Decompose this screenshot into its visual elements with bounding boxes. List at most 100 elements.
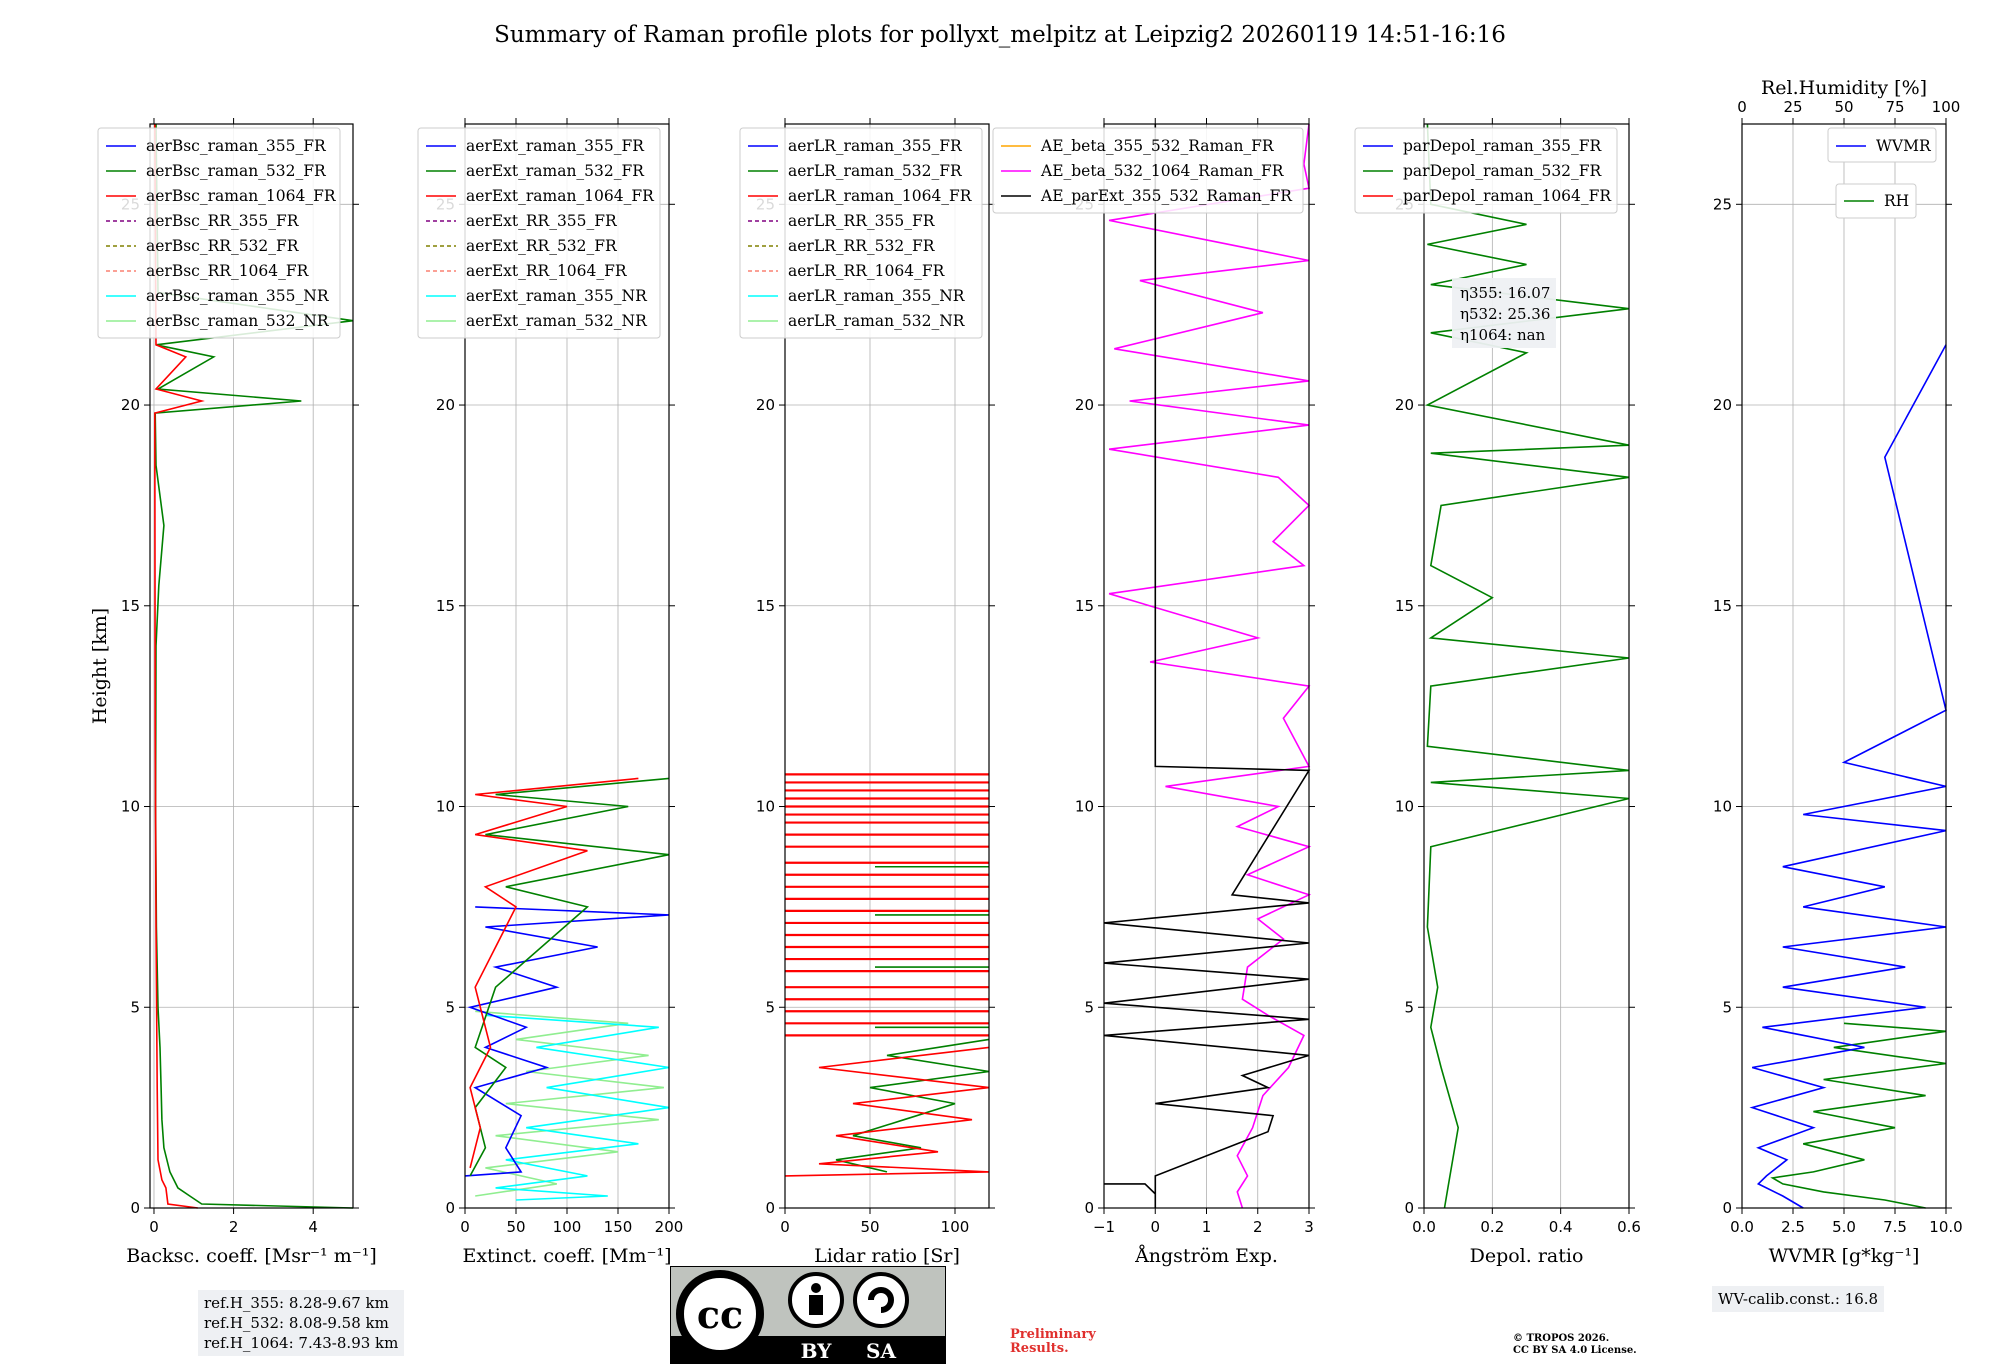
legend-entry-label: aerExt_raman_355_NR bbox=[466, 287, 648, 305]
legend-box bbox=[739, 127, 983, 339]
x-axis-label: Backsc. coeff. [Msr⁻¹ m⁻¹] bbox=[126, 1245, 377, 1267]
legend-box bbox=[1827, 127, 1937, 163]
y-tick-label: 10 bbox=[1075, 798, 1094, 816]
top-x-tick-label: 25 bbox=[1783, 98, 1802, 116]
legend-entry-label: aerExt_raman_532_NR bbox=[466, 312, 648, 330]
cc-by-label: BY bbox=[801, 1339, 833, 1363]
x-tick-label: 1 bbox=[1202, 1218, 1212, 1236]
x-tick-label: −1 bbox=[1093, 1218, 1115, 1236]
x-tick-label: 0.4 bbox=[1549, 1218, 1573, 1236]
y-tick-label: 15 bbox=[121, 597, 140, 615]
legend-entry-label: AE_parExt_355_532_Raman_FR bbox=[1040, 187, 1293, 205]
x-tick-label: 7.5 bbox=[1883, 1218, 1907, 1236]
y-tick-label: 10 bbox=[1395, 798, 1414, 816]
y-tick-label: 20 bbox=[436, 396, 455, 414]
legend-entry-label: aerLR_raman_532_NR bbox=[788, 312, 966, 330]
axes-frame bbox=[1423, 123, 1630, 1209]
legend-entry-label: parDepol_raman_355_FR bbox=[1403, 137, 1603, 155]
y-tick-label: 5 bbox=[765, 998, 775, 1016]
x-tick-label: 100 bbox=[553, 1218, 582, 1236]
eta-annotation: η532: 25.36 bbox=[1460, 305, 1550, 323]
eta-box bbox=[1452, 278, 1556, 348]
series-aerExt_raman_355_NR bbox=[485, 1014, 670, 1201]
legend-entry-label: aerExt_raman_1064_FR bbox=[466, 187, 655, 205]
top-x-tick-label: 0 bbox=[1737, 98, 1747, 116]
x-tick-label: 4 bbox=[308, 1218, 318, 1236]
copyright-note: © TROPOS 2026. CC BY SA 4.0 License. bbox=[1513, 1333, 1637, 1357]
y-tick-label: 10 bbox=[436, 798, 455, 816]
cc-sa-label: SA bbox=[866, 1339, 896, 1363]
x-tick-label: 100 bbox=[941, 1218, 970, 1236]
legend-entry-label: aerLR_RR_355_FR bbox=[788, 212, 936, 230]
preliminary-line-2: Results. bbox=[1010, 1341, 1069, 1356]
legend-entry-label: aerLR_raman_355_NR bbox=[788, 287, 966, 305]
series-aerExt_raman_532_NR bbox=[475, 1010, 664, 1197]
series-AE_beta_532_1064_Raman_FR bbox=[1108, 123, 1312, 1209]
legend-entry-label: aerLR_raman_532_FR bbox=[788, 162, 963, 180]
y-axis-label: Height [km] bbox=[89, 608, 111, 724]
y-tick-label: 5 bbox=[1404, 998, 1414, 1016]
series-aerLR_raman_1064_FR bbox=[784, 1046, 990, 1177]
series-WVMR bbox=[1749, 344, 1947, 1209]
x-tick-label: 0 bbox=[460, 1218, 470, 1236]
y-tick-label: 20 bbox=[1395, 396, 1414, 414]
legend-entry-label: aerBsc_raman_355_NR bbox=[146, 287, 330, 305]
ref-height-532: ref.H_532: 8.08-9.58 km bbox=[204, 1314, 389, 1332]
x-axis-label: Ångström Exp. bbox=[1134, 1245, 1278, 1267]
legend-entry-label: aerBsc_raman_355_FR bbox=[146, 137, 327, 155]
top-x-tick-label: 75 bbox=[1885, 98, 1904, 116]
copyright-line-1: © TROPOS 2026. bbox=[1513, 1333, 1610, 1344]
legend-entry-label: AE_beta_532_1064_Raman_FR bbox=[1040, 162, 1285, 180]
y-tick-label: 20 bbox=[121, 396, 140, 414]
share-alike-icon bbox=[853, 1272, 909, 1328]
y-tick-label: 10 bbox=[121, 798, 140, 816]
x-tick-label: 5.0 bbox=[1832, 1218, 1856, 1236]
legend-entry-label: aerLR_raman_355_FR bbox=[788, 137, 963, 155]
series-aerExt_raman_355_FR bbox=[464, 906, 670, 1177]
y-tick-label: 0 bbox=[765, 1199, 775, 1217]
wv-calib-const: WV-calib.const.: 16.8 bbox=[1718, 1290, 1879, 1308]
legend-entry-label: aerExt_RR_532_FR bbox=[466, 237, 618, 255]
x-tick-label: 3 bbox=[1304, 1218, 1314, 1236]
legend-box bbox=[417, 127, 661, 339]
legend-entry-label: parDepol_raman_532_FR bbox=[1403, 162, 1603, 180]
x-tick-label: 0 bbox=[1150, 1218, 1160, 1236]
legend-entry-label: WVMR bbox=[1876, 137, 1932, 155]
y-tick-label: 5 bbox=[130, 998, 140, 1016]
y-tick-label: 15 bbox=[436, 597, 455, 615]
y-tick-label: 20 bbox=[1713, 396, 1732, 414]
y-tick-label: 0 bbox=[1722, 1199, 1732, 1217]
legend-entry-label: aerExt_raman_532_FR bbox=[466, 162, 645, 180]
y-tick-label: 5 bbox=[1722, 998, 1732, 1016]
x-axis-label: Lidar ratio [Sr] bbox=[814, 1245, 960, 1267]
top-x-tick-label: 100 bbox=[1932, 98, 1961, 116]
eta-annotation: η1064: nan bbox=[1460, 326, 1546, 344]
legend-box bbox=[992, 127, 1304, 214]
legend-entry-label: aerBsc_raman_532_NR bbox=[146, 312, 330, 330]
x-tick-label: 2 bbox=[1253, 1218, 1263, 1236]
x-tick-label: 0 bbox=[780, 1218, 790, 1236]
figure-title: Summary of Raman profile plots for polly… bbox=[494, 22, 1506, 48]
cc-logo-text: cc bbox=[697, 1292, 743, 1337]
legend-entry-label: aerBsc_raman_532_FR bbox=[146, 162, 327, 180]
x-axis-label: Extinct. coeff. [Mm⁻¹] bbox=[462, 1245, 671, 1267]
ref-height-1064: ref.H_1064: 7.43-8.93 km bbox=[204, 1334, 399, 1352]
y-tick-label: 20 bbox=[1075, 396, 1094, 414]
y-tick-label: 5 bbox=[445, 998, 455, 1016]
axes-frame bbox=[784, 123, 990, 1209]
legend-box bbox=[1835, 183, 1917, 219]
series-parDepol_raman_532_FR bbox=[1425, 123, 1630, 1209]
legend-entry-label: aerBsc_RR_355_FR bbox=[146, 212, 300, 230]
top-x-axis-label: Rel.Humidity [%] bbox=[1761, 77, 1927, 99]
y-tick-label: 15 bbox=[756, 597, 775, 615]
y-tick-label: 0 bbox=[445, 1199, 455, 1217]
legend-entry-label: aerLR_RR_532_FR bbox=[788, 237, 936, 255]
top-x-tick-label: 50 bbox=[1834, 98, 1853, 116]
x-tick-label: 0.0 bbox=[1412, 1218, 1436, 1236]
preliminary-note: Preliminary Results. bbox=[1010, 1328, 1096, 1356]
axes-frame bbox=[149, 123, 354, 1209]
copyright-line-2: CC BY SA 4.0 License. bbox=[1513, 1345, 1637, 1356]
y-tick-label: 5 bbox=[1084, 998, 1094, 1016]
x-tick-label: 2.5 bbox=[1781, 1218, 1805, 1236]
x-axis-label: WVMR [g*kg⁻¹] bbox=[1769, 1245, 1920, 1267]
